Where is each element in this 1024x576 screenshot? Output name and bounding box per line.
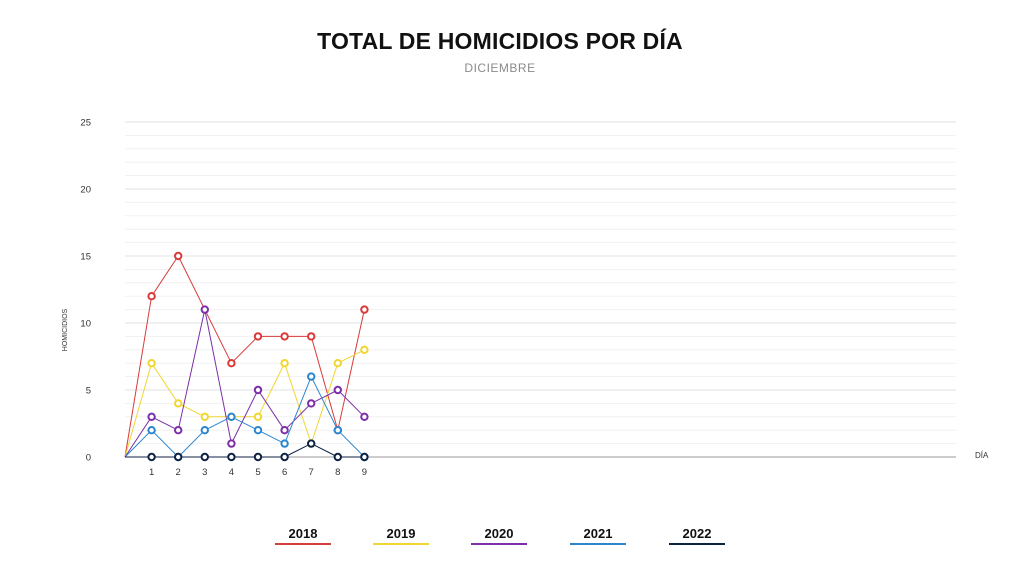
y-tick-label: 25: [80, 118, 91, 129]
legend-label: 2018: [288, 526, 318, 541]
data-point-2021: [253, 426, 263, 435]
data-point-2019: [253, 412, 263, 421]
data-point-2018: [227, 359, 236, 368]
data-point-2021: [307, 372, 316, 381]
legend-label: 2020: [484, 526, 514, 541]
data-point-2019: [333, 359, 342, 368]
data-point-2020: [307, 399, 316, 408]
data-point-2021: [147, 426, 156, 435]
series-line-2021: [124, 376, 365, 458]
legend-label: 2019: [386, 526, 416, 541]
y-tick-label: 10: [80, 319, 91, 330]
legend-swatch: [275, 543, 331, 545]
legend-label: 2022: [682, 526, 712, 541]
x-tick-label: 4: [229, 467, 234, 478]
data-point-2018: [147, 292, 156, 301]
x-tick-label: 1: [149, 467, 154, 478]
data-point-2022: [307, 439, 316, 448]
x-tick-label: 2: [176, 467, 181, 478]
data-point-2021: [227, 412, 236, 421]
x-tick-label: 9: [362, 467, 367, 478]
x-tick-label: 3: [202, 467, 207, 478]
data-point-2022: [333, 452, 342, 462]
legend-label: 2021: [583, 526, 613, 541]
x-tick-label: 8: [335, 467, 340, 478]
data-point-2022: [253, 452, 263, 462]
chart-subtitle: DICIEMBRE: [464, 61, 536, 75]
legend-swatch: [570, 543, 626, 545]
data-point-2022: [200, 452, 210, 462]
data-point-2020: [280, 426, 289, 435]
legend-item-2018: 2018: [275, 526, 331, 545]
data-point-2020: [200, 305, 210, 314]
series-line-2020: [124, 309, 365, 458]
data-point-2020: [253, 385, 263, 395]
x-axis-label: DÍA: [975, 451, 989, 460]
data-point-2020: [174, 426, 183, 435]
legend-swatch: [471, 543, 527, 545]
data-point-2020: [227, 439, 236, 448]
data-point-2022: [360, 452, 369, 462]
data-point-2019: [360, 345, 369, 354]
data-point-2020: [360, 412, 369, 421]
data-point-2018: [307, 332, 316, 341]
data-point-2021: [280, 439, 289, 448]
data-point-2022: [280, 452, 289, 462]
y-tick-label: 0: [86, 453, 91, 464]
y-axis-label: HOMICIDIOS: [62, 308, 69, 351]
data-point-2022: [147, 452, 156, 462]
legend-swatch: [669, 543, 725, 545]
legend-item-2019: 2019: [373, 526, 429, 545]
data-point-2022: [227, 452, 236, 462]
y-tick-label: 15: [80, 252, 91, 263]
y-tick-label: 5: [86, 386, 91, 397]
data-point-2019: [200, 412, 210, 421]
legend-item-2020: 2020: [471, 526, 527, 545]
data-point-2019: [147, 359, 156, 368]
data-point-2021: [333, 426, 342, 435]
data-point-2018: [174, 251, 183, 261]
x-tick-label: 6: [282, 467, 287, 478]
series-line-2018: [124, 255, 365, 458]
chart-legend: 2018 2019 2020 2021 2022: [260, 526, 760, 550]
legend-swatch: [373, 543, 429, 545]
data-point-2020: [333, 385, 342, 395]
data-point-2019: [280, 359, 289, 368]
data-point-2021: [200, 426, 210, 435]
chart-title: TOTAL DE HOMICIDIOS POR DÍA: [317, 28, 683, 54]
y-tick-label: 20: [80, 185, 91, 196]
series-line-2022: [125, 443, 365, 458]
legend-item-2022: 2022: [669, 526, 725, 545]
x-tick-label: 7: [309, 467, 314, 478]
x-tick-label: 5: [255, 467, 260, 478]
legend-item-2021: 2021: [570, 526, 626, 545]
data-point-2020: [147, 412, 156, 421]
data-point-2019: [174, 399, 183, 408]
data-point-2018: [253, 332, 263, 341]
data-point-2018: [280, 332, 289, 341]
data-point-2018: [360, 305, 369, 314]
data-point-2022: [174, 452, 183, 462]
